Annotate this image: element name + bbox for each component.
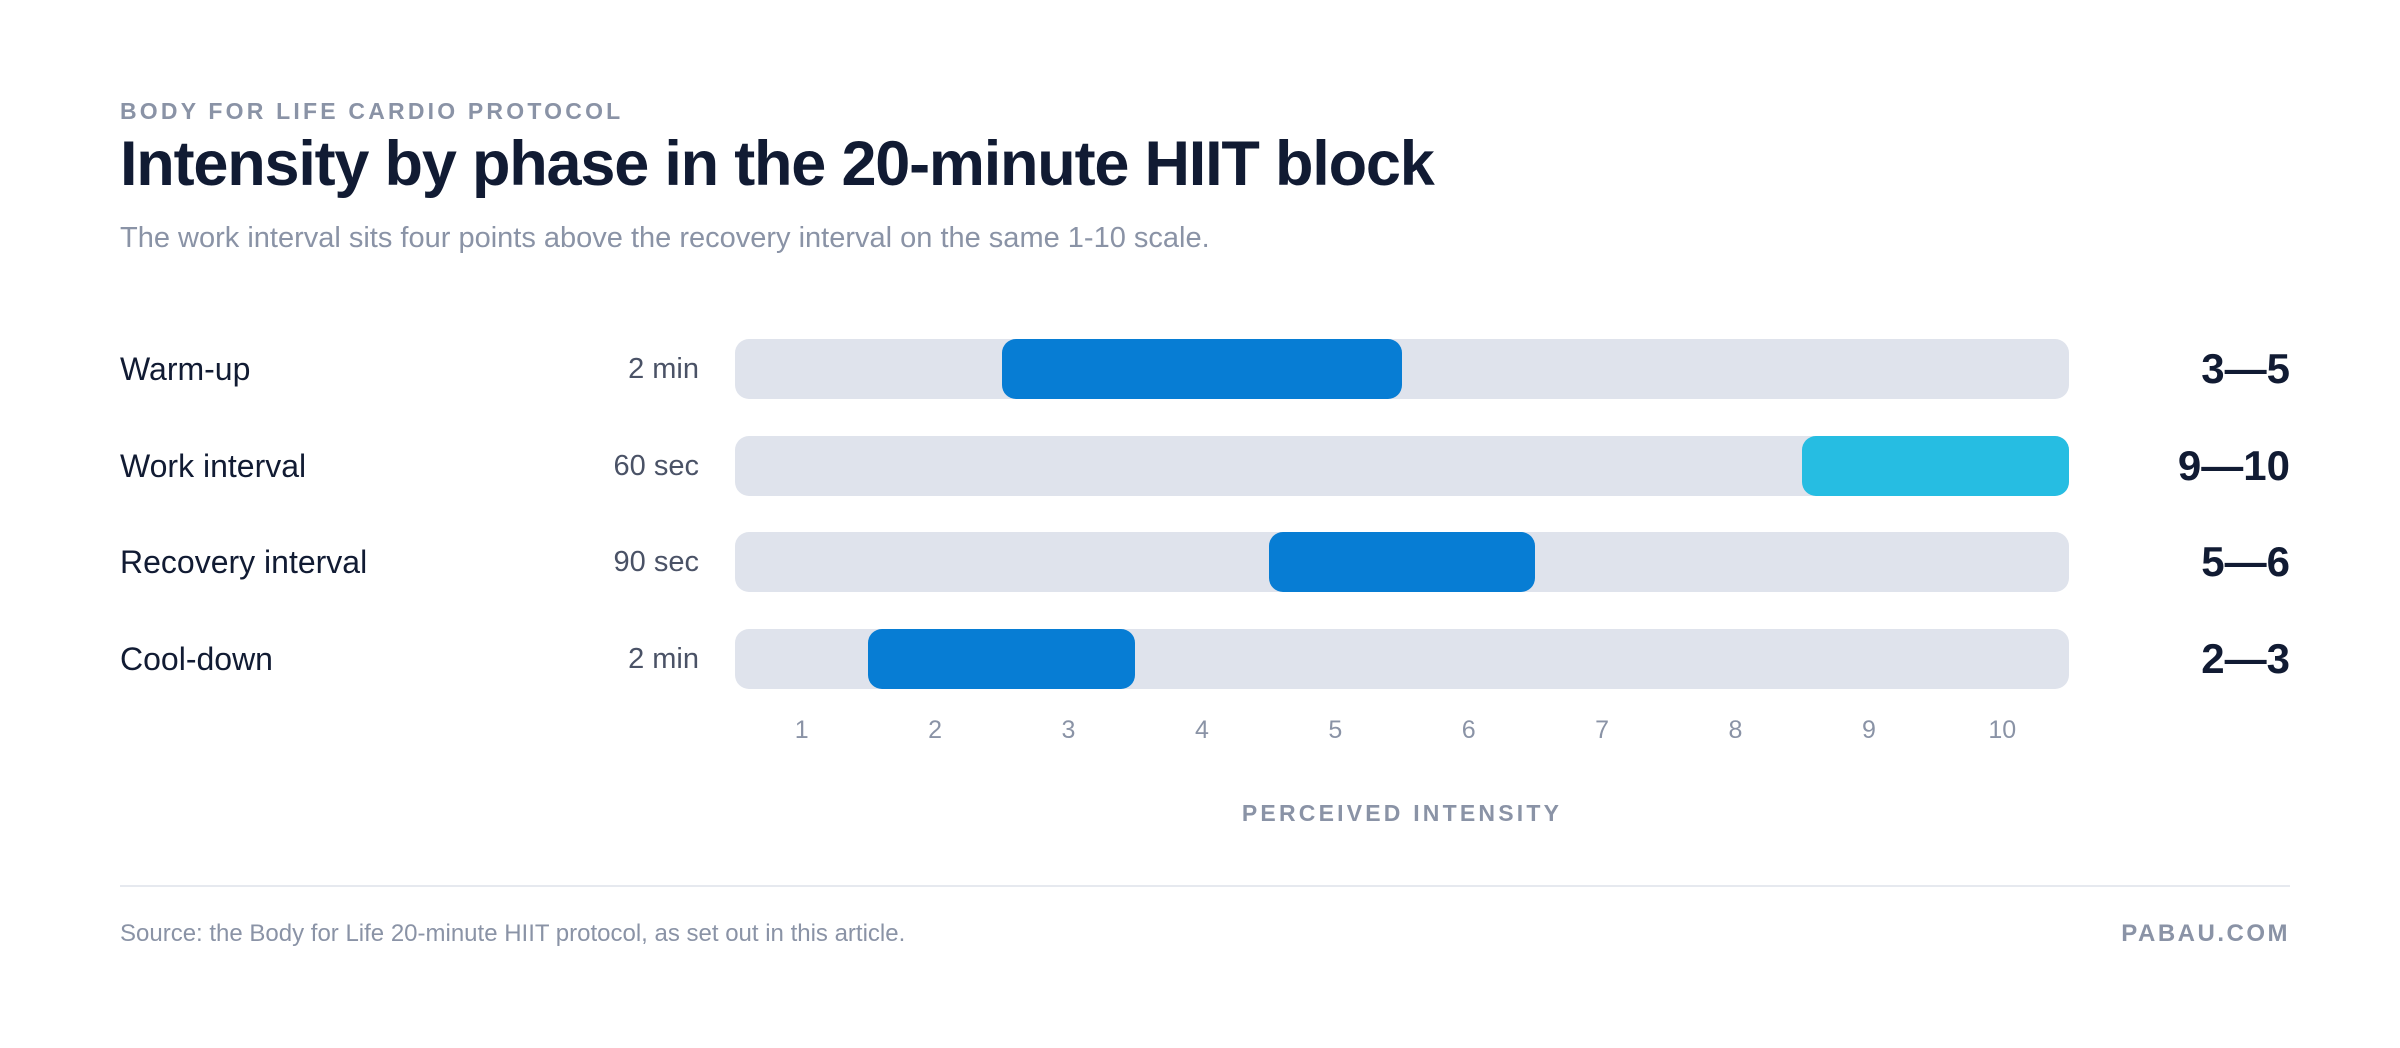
- range-value: 2—3: [2201, 634, 2290, 682]
- row-label: Warm-up: [120, 351, 251, 387]
- row-label: Recovery interval: [120, 544, 368, 580]
- brand-link[interactable]: PABAU.COM: [2121, 920, 2290, 947]
- range-value: 5—6: [2201, 538, 2290, 585]
- row-label: Cool-down: [120, 640, 273, 677]
- x-tick-label: 5: [1328, 716, 1343, 744]
- x-tick-label: 10: [1988, 716, 2017, 744]
- range-value: 9—10: [2177, 441, 2290, 489]
- range-bar: [1268, 532, 1536, 592]
- row-duration: 90 sec: [613, 546, 699, 578]
- x-tick-label: 8: [1728, 716, 1743, 744]
- range-bar: [1001, 339, 1402, 399]
- row-duration: 2 min: [628, 642, 699, 675]
- subtitle: The work interval sits four points above…: [120, 222, 1210, 254]
- row-label: Work interval: [120, 447, 307, 484]
- range-bar: [868, 628, 1136, 689]
- x-tick-label: 9: [1861, 716, 1876, 744]
- bar-track: [735, 628, 2069, 689]
- bar-track: [735, 435, 2069, 496]
- bar-track: [735, 339, 2069, 399]
- x-tick-label: 4: [1194, 716, 1209, 744]
- x-tick-label: 7: [1595, 716, 1610, 744]
- eyebrow: BODY FOR LIFE CARDIO PROTOCOL: [120, 98, 624, 124]
- row-duration: 2 min: [628, 353, 699, 385]
- row-duration: 60 sec: [613, 449, 699, 482]
- x-tick-label: 3: [1061, 716, 1076, 744]
- page-title: Intensity by phase in the 20-minute HIIT…: [120, 129, 1435, 199]
- range-bar: [1802, 435, 2069, 496]
- x-tick-label: 2: [928, 716, 943, 744]
- bar-track: [735, 532, 2069, 592]
- x-tick-label: 6: [1461, 716, 1476, 744]
- range-value: 3—5: [2201, 345, 2290, 392]
- divider: [120, 885, 2290, 887]
- x-tick-label: 1: [794, 716, 809, 744]
- source-note: Source: the Body for Life 20-minute HIIT…: [120, 920, 906, 947]
- x-axis-label: PERCEIVED INTENSITY: [1241, 800, 1563, 826]
